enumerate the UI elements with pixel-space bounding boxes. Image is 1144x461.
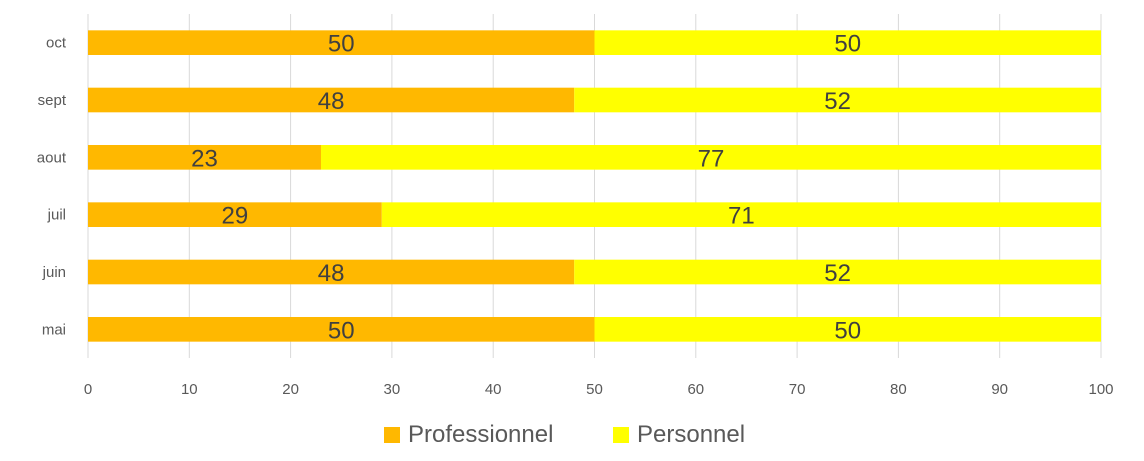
legend-label: Professionnel: [408, 421, 553, 448]
bar-professionnel-sept: [88, 87, 575, 113]
bar-professionnel-oct: [88, 30, 595, 55]
category-label: aout: [37, 149, 67, 166]
data-label: 48: [318, 260, 345, 287]
category-label: mai: [42, 321, 66, 338]
bar-professionnel-juin: [88, 259, 575, 285]
x-tick-label: 30: [384, 381, 401, 398]
bar-personnel-mai: [594, 317, 1101, 342]
category-label: juin: [42, 264, 66, 281]
legend-swatch: [384, 427, 400, 443]
x-tick-label: 20: [282, 381, 299, 398]
x-tick-label: 100: [1088, 381, 1113, 398]
bar-personnel-juin: [574, 259, 1101, 285]
legend-swatch: [613, 427, 629, 443]
x-tick-label: 40: [485, 381, 502, 398]
legend: Professionnel Personnel: [384, 421, 745, 448]
bar-personnel-juil: [381, 202, 1101, 227]
x-tick-label: 50: [586, 381, 603, 398]
x-tick-label: 0: [84, 381, 92, 398]
legend-label: Personnel: [637, 421, 745, 448]
data-label: 50: [834, 31, 861, 58]
x-tick-label: 90: [991, 381, 1008, 398]
data-label: 29: [222, 203, 249, 230]
bars: 50 50 48 52 29 71 23 77 48 52 50 50: [88, 30, 1101, 344]
data-label: 50: [328, 31, 355, 58]
x-tick-label: 10: [181, 381, 198, 398]
x-tick-label: 70: [789, 381, 806, 398]
bar-personnel-oct: [594, 30, 1101, 55]
data-label: 50: [328, 317, 355, 344]
data-label: 77: [698, 145, 725, 172]
x-axis-ticks: 0 10 20 30 40 50 60 70 80 90 100: [84, 381, 1114, 398]
x-tick-label: 80: [890, 381, 907, 398]
bar-personnel-aout: [320, 145, 1101, 170]
bar-personnel-sept: [574, 87, 1101, 113]
data-label: 48: [318, 88, 345, 115]
bar-professionnel-juil: [88, 202, 382, 227]
data-label: 52: [824, 260, 851, 287]
data-label: 50: [834, 317, 861, 344]
category-label: juil: [47, 207, 66, 224]
gridlines: [87, 14, 1102, 358]
bar-professionnel-aout: [88, 145, 321, 170]
data-label: 52: [824, 88, 851, 115]
category-label: oct: [46, 35, 67, 52]
category-label: sept: [38, 92, 67, 109]
data-label: 71: [728, 203, 755, 230]
y-axis-categories: mai juin juil aout sept oct: [37, 35, 67, 339]
bar-professionnel-mai: [88, 317, 595, 342]
data-label: 23: [191, 145, 218, 172]
x-tick-label: 60: [687, 381, 704, 398]
